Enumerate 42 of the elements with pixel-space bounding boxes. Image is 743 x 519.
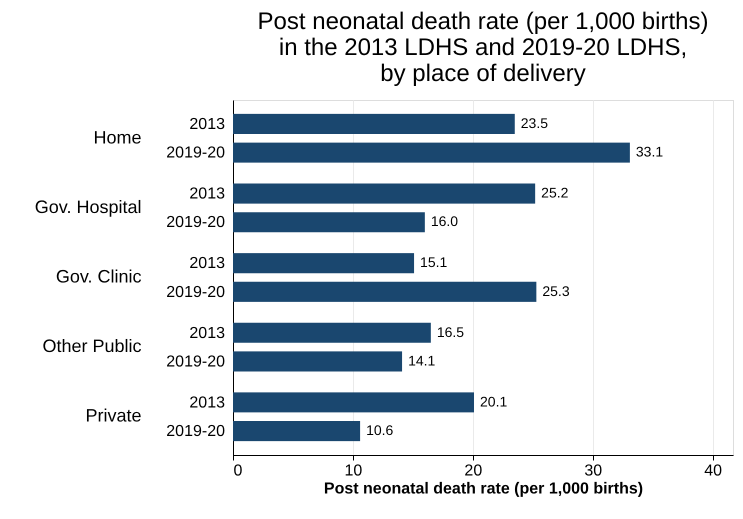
bar (233, 184, 536, 204)
text: 2013 (189, 324, 225, 342)
data-label: 23.5 (520, 114, 548, 131)
bar (233, 282, 536, 302)
x-tick-label: 30 (584, 462, 602, 480)
data-label: 25.2 (541, 184, 569, 201)
y-tick-label: Other Public (42, 336, 142, 356)
bar (233, 322, 431, 343)
data-label: 33.1 (636, 144, 664, 160)
text: 2019-20 (166, 214, 225, 232)
y-tick-label: Private (85, 406, 142, 426)
bar (233, 142, 630, 163)
series-label: 2013 (189, 116, 226, 133)
data-label: 20.1 (480, 393, 508, 410)
x-tick-label: 40 (704, 462, 722, 480)
text: 2019-20 (166, 353, 225, 370)
data-label: 25.3 (542, 282, 570, 299)
text: 2013 (189, 394, 225, 412)
data-label: 16.5 (436, 324, 464, 340)
data-label: 16.0 (430, 213, 458, 230)
chart-title: Post neonatal death rate (per 1,000 births) in the 2013 LDHS and 2019-20 LDHS, by place of delivery (258, 8, 708, 87)
text: 2019-20 (166, 423, 225, 440)
text: 2013 (189, 255, 225, 272)
x-axis-title: Post neonatal death rate (per 1,000 births) (324, 480, 644, 498)
y-tick-label: Gov. Hospital (34, 196, 142, 217)
text: 2013 (189, 186, 225, 203)
bar (233, 253, 414, 274)
series-label: 2019-20 (166, 144, 226, 162)
bar (233, 114, 515, 134)
x-tick-label: 0 (234, 462, 242, 480)
y-tick-label: Gov. Clinic (56, 266, 142, 286)
bar (233, 421, 360, 442)
data-label: 10.6 (366, 422, 394, 438)
x-tick-label: 10 (344, 462, 362, 480)
bar (233, 212, 425, 232)
bar (233, 351, 402, 372)
y-tick-label: Home (93, 127, 142, 148)
data-label: 14.1 (408, 352, 436, 368)
text: 2019-20 (166, 284, 225, 301)
x-tick-label: 20 (464, 462, 482, 480)
data-label: 15.1 (420, 254, 448, 270)
bar (233, 392, 474, 412)
